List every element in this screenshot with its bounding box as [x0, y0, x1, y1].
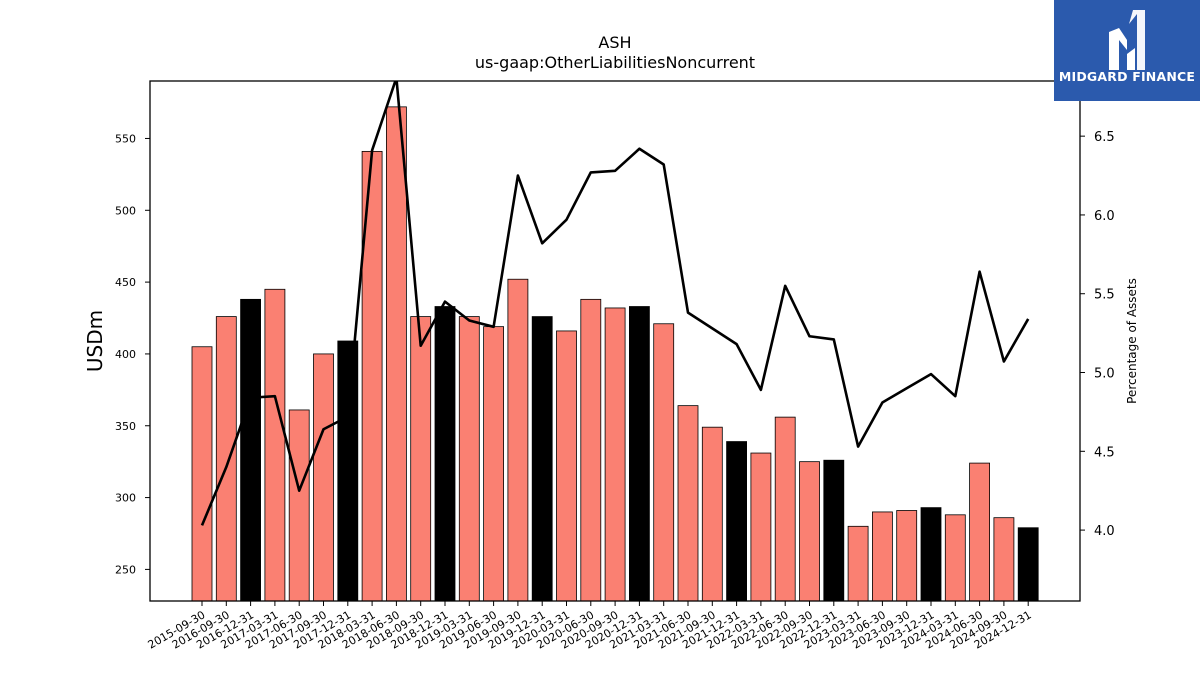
bar-2022-12-31	[823, 459, 845, 602]
bar-2023-09-30	[896, 510, 918, 602]
bar-2016-09-30	[215, 316, 237, 602]
y-tick-label: 450	[115, 276, 136, 289]
y2-axis-label: Percentage of Assets	[1125, 278, 1139, 404]
bar-2021-12-31	[726, 441, 747, 602]
percentage-line	[200, 81, 1030, 526]
chart-title: ASH	[598, 33, 631, 52]
bar-2022-03-31	[750, 452, 772, 602]
bar-2024-06-30	[969, 462, 990, 602]
bar-2017-12-31	[337, 340, 359, 602]
bar-2018-06-30	[385, 106, 407, 602]
bar-2016-12-31	[240, 298, 262, 602]
y-axis-label: USDm	[83, 310, 107, 372]
y-tick-label: 500	[115, 204, 136, 217]
line-group	[200, 81, 1030, 526]
y-tick-label: 400	[115, 348, 136, 361]
bar-2020-03-31	[556, 330, 577, 602]
bars-group	[191, 106, 1039, 602]
y2-tick-label: 5.5	[1094, 288, 1115, 303]
bar-2021-03-31	[653, 323, 675, 602]
bar-2019-06-30	[483, 326, 505, 602]
bar-2021-09-30	[701, 426, 723, 602]
y2-tick-label: 6.5	[1094, 130, 1115, 145]
chart-subtitle: us-gaap:OtherLiabilitiesNoncurrent	[475, 53, 755, 72]
bar-2024-03-31	[944, 514, 966, 602]
midgard-logo-icon	[1109, 10, 1145, 70]
bar-2017-09-30	[313, 353, 334, 602]
axes-group: 2503003504004505005504.04.55.05.56.06.52…	[115, 80, 1115, 652]
bar-2018-09-30	[410, 316, 432, 602]
bar-2020-09-30	[604, 307, 626, 602]
bar-2023-03-31	[847, 525, 869, 602]
y-tick-label: 250	[115, 563, 136, 576]
bar-2019-03-31	[458, 316, 480, 602]
y-tick-label: 300	[115, 492, 136, 505]
bar-2022-09-30	[799, 461, 820, 602]
y-tick-label: 550	[115, 132, 136, 145]
bar-2015-09-30	[191, 346, 213, 602]
bar-2022-06-30	[774, 416, 796, 602]
brand-logo: MIDGARD FINANCE	[1054, 0, 1200, 101]
bar-2018-12-31	[434, 306, 456, 602]
y2-tick-label: 5.0	[1094, 367, 1115, 382]
bar-2017-06-30	[288, 409, 310, 602]
y2-tick-label: 6.0	[1094, 209, 1115, 224]
bar-2017-03-31	[264, 288, 286, 602]
bar-2023-12-31	[920, 507, 942, 602]
bar-2021-06-30	[677, 405, 699, 602]
bar-2024-12-31	[1017, 527, 1039, 602]
y-tick-label: 350	[115, 420, 136, 433]
bar-2023-06-30	[872, 511, 893, 602]
bar-2019-12-31	[531, 316, 553, 602]
y2-tick-label: 4.0	[1094, 524, 1115, 539]
bar-2020-12-31	[629, 306, 650, 602]
brand-logo-text: MIDGARD FINANCE	[1058, 69, 1196, 84]
bar-2020-06-30	[580, 298, 602, 602]
bar-2024-09-30	[993, 517, 1015, 602]
bar-2019-09-30	[507, 278, 529, 602]
y2-tick-label: 4.5	[1094, 445, 1115, 460]
